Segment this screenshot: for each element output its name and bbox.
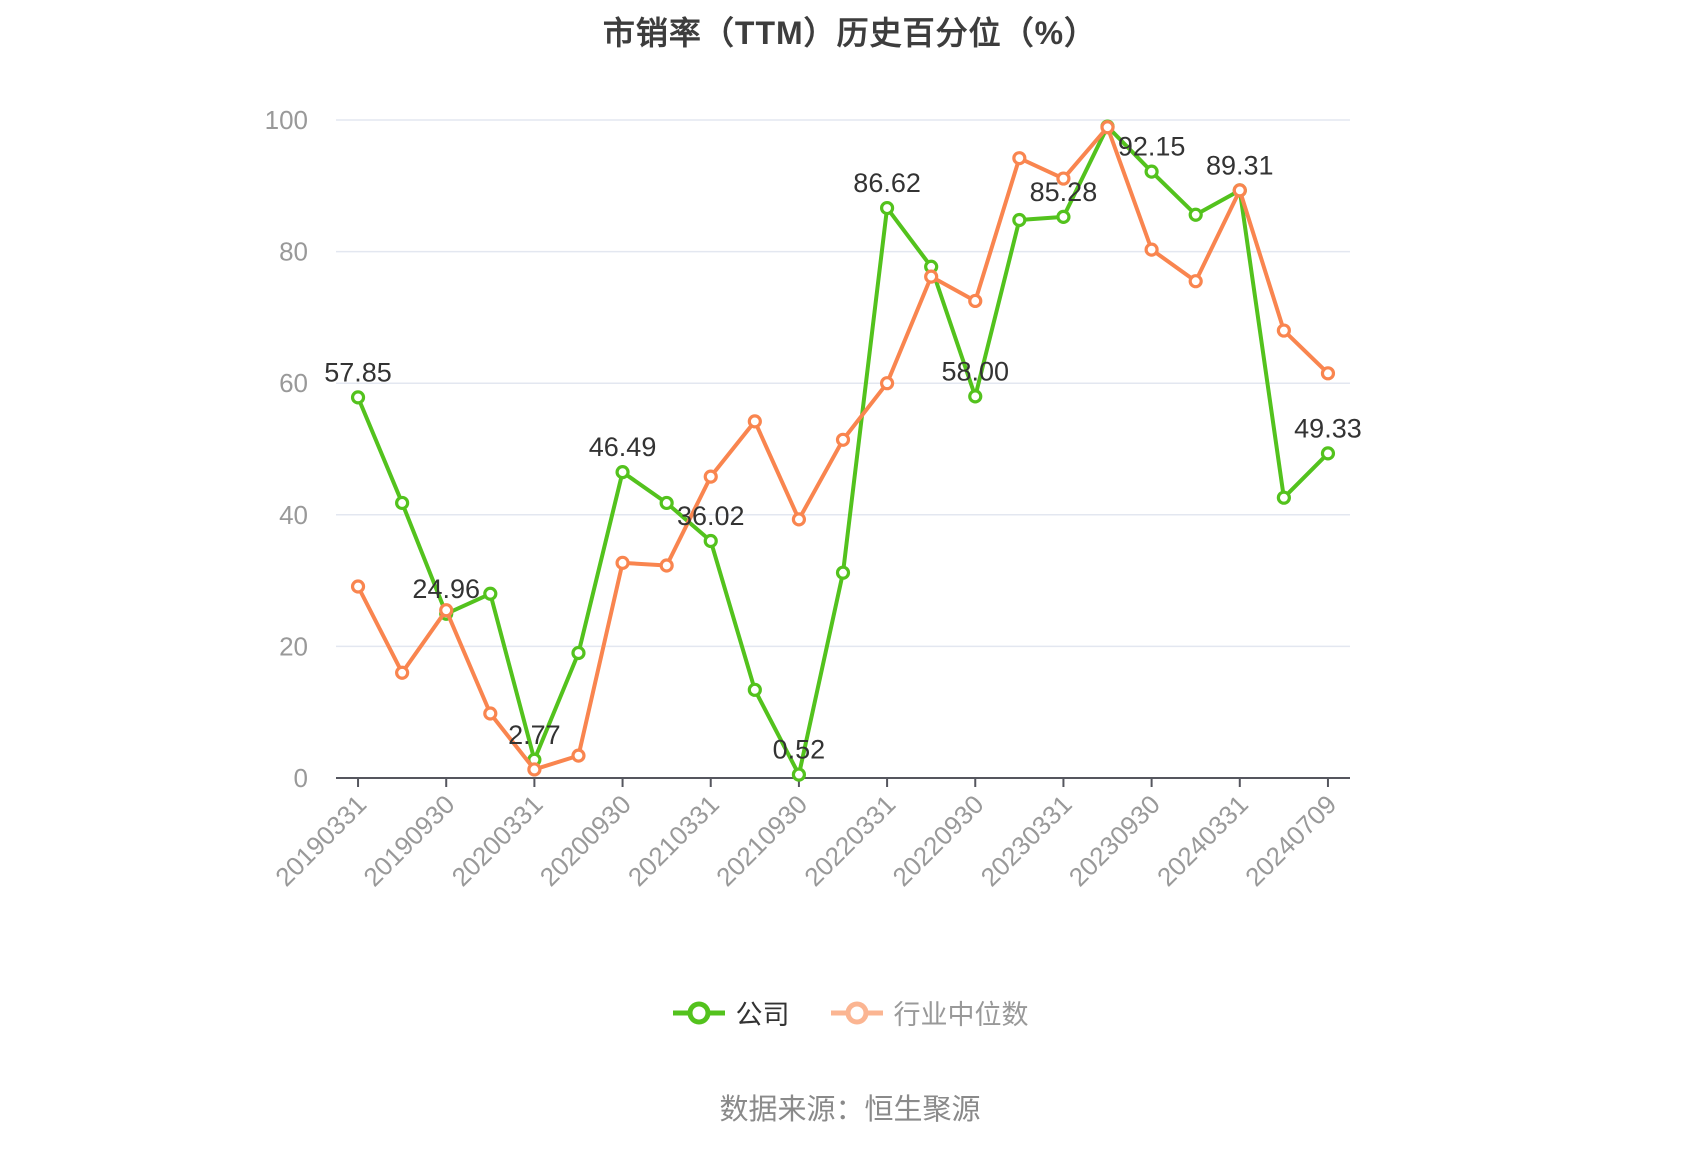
company-data-point-marker[interactable] [879,200,895,216]
legend-label-industry-median: 行业中位数 [893,1000,1029,1030]
x-axis-tick-label: 20220331 [798,789,901,892]
x-axis-tick-label: 20200930 [534,789,637,892]
x-axis-tick-label: 20240709 [1239,789,1342,892]
x-axis-tick-label: 20230331 [975,789,1078,892]
industry-median-data-point-marker[interactable] [483,706,498,721]
data-point-value-label: 24.96 [412,574,480,604]
company-series-line[interactable] [356,124,1330,777]
x-axis-tick-label: 20210331 [622,789,725,892]
industry-median-data-point-marker[interactable] [350,579,366,594]
industry-median-data-point-marker[interactable] [1056,171,1071,186]
industry-median-data-point-marker[interactable] [747,414,762,429]
company-data-point-marker[interactable] [968,389,983,404]
industry-median-data-point-marker[interactable] [1012,151,1027,166]
x-axis-tick-label: 20190331 [269,789,372,892]
company-data-point-marker[interactable] [659,495,674,511]
industry-median-data-point-marker[interactable] [1320,366,1336,381]
company-data-point-marker[interactable] [1276,490,1291,505]
industry-median-data-point-marker[interactable] [1188,274,1203,289]
industry-median-data-point-marker[interactable] [615,555,630,570]
y-axis-tick-label: 40 [279,500,308,530]
x-axis-tick-label: 20210930 [710,789,813,892]
legend-label-company: 公司 [735,1000,790,1030]
industry-median-data-point-marker[interactable] [659,558,674,573]
y-axis-tick-label: 20 [279,631,308,661]
company-data-point-marker[interactable] [395,495,410,511]
legend-item-industry-median[interactable]: 行业中位数 [830,993,1029,1032]
y-axis-tick-label: 60 [279,368,308,398]
industry-median-data-point-marker[interactable] [1100,120,1115,135]
company-legend-icon [672,1001,725,1024]
x-axis-tick-label: 20240331 [1151,789,1254,892]
industry-median-data-point-marker[interactable] [439,603,454,618]
company-data-point-marker[interactable] [1188,207,1203,222]
y-axis-tick-label: 80 [279,237,308,267]
company-data-point-marker[interactable] [1056,209,1071,224]
company-data-point-marker[interactable] [835,565,851,580]
data-point-value-label: 86.62 [853,168,921,198]
industry-median-data-point-marker[interactable] [527,762,542,777]
industry-median-data-point-marker[interactable] [968,293,983,309]
data-point-value-label: 0.52 [773,735,826,765]
company-data-point-marker[interactable] [1320,446,1336,461]
source-caption: 数据来源：恒生聚源 [719,1094,981,1126]
data-point-value-label: 89.31 [1206,150,1274,180]
data-point-value-label: 46.49 [589,432,657,462]
industry-median-data-point-marker[interactable] [1276,323,1291,338]
industry-median-data-point-marker[interactable] [1232,183,1247,198]
company-data-point-marker[interactable] [483,586,498,601]
chart-title: 市销率（TTM）历史百分位（%） [602,15,1098,51]
x-axis-tick-label: 20200331 [446,789,549,892]
industry-median-data-point-marker[interactable] [703,469,718,484]
data-point-value-label: 36.02 [677,501,745,531]
industry-median-series-line[interactable] [356,125,1330,772]
industry-median-data-point-marker[interactable] [571,748,586,763]
industry-median-data-point-marker[interactable] [395,665,410,680]
industry-median-data-point-marker[interactable] [879,376,895,391]
company-data-point-marker[interactable] [1144,164,1159,179]
y-axis-tick-label: 100 [265,105,308,135]
industry-median-legend-icon [830,1001,883,1024]
data-point-value-label: 57.85 [324,357,392,387]
data-point-value-label: 85.28 [1030,177,1098,207]
company-data-point-marker[interactable] [350,390,366,405]
company-data-point-marker[interactable] [703,533,718,549]
industry-median-data-point-marker[interactable] [1144,242,1159,257]
industry-median-data-point-marker[interactable] [924,269,939,284]
industry-median-data-point-marker[interactable] [791,512,807,527]
x-axis-tick-label: 20230930 [1063,789,1166,892]
x-axis-tick-label: 20190930 [357,789,460,892]
data-point-value-label: 2.77 [508,720,561,750]
data-point-value-label: 92.15 [1118,132,1186,162]
legend-item-company[interactable]: 公司 [672,993,790,1032]
y-axis-tick-label: 0 [294,763,308,793]
company-data-point-marker[interactable] [571,645,586,661]
data-point-value-label: 49.33 [1294,413,1362,443]
company-data-point-marker[interactable] [615,464,630,480]
data-point-value-label: 58.00 [941,356,1009,386]
company-data-point-marker[interactable] [1012,212,1027,228]
company-data-point-marker[interactable] [791,767,807,782]
x-axis-tick-label: 20220930 [886,789,989,892]
company-data-point-marker[interactable] [747,682,762,697]
legend: 公司 行业中位数 [0,993,1700,1032]
industry-median-data-point-marker[interactable] [835,432,851,447]
